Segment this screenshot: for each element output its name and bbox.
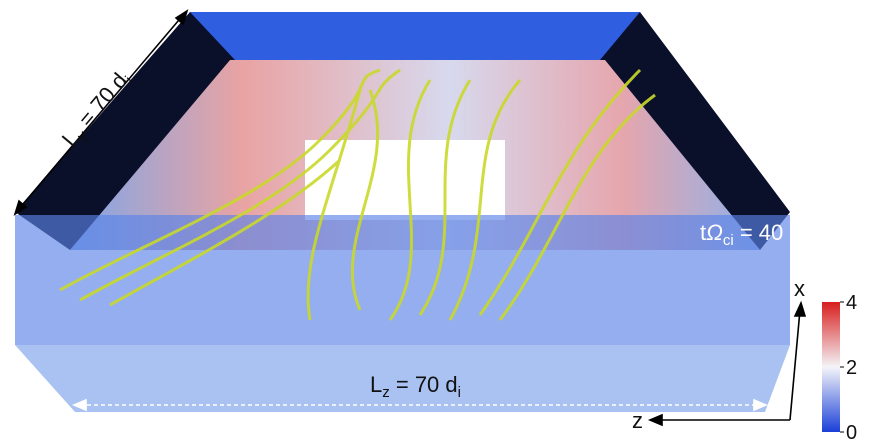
time-label: tΩci = 40: [700, 220, 783, 249]
colorbar-tick-label: 0: [846, 422, 857, 444]
figure: Ly = 70 di tΩci = 40 Lz = 70 di z x 024: [0, 0, 870, 445]
axis-x-label: x: [794, 276, 805, 301]
back-wall: [190, 12, 640, 60]
colorbar-tick-label: 2: [846, 357, 857, 379]
render: [15, 12, 790, 412]
colorbar-tick-label: 4: [846, 292, 857, 314]
front-face: [15, 215, 790, 345]
colorbar: [822, 302, 840, 432]
axis-z-label: z: [632, 408, 643, 433]
gap: [305, 140, 505, 220]
